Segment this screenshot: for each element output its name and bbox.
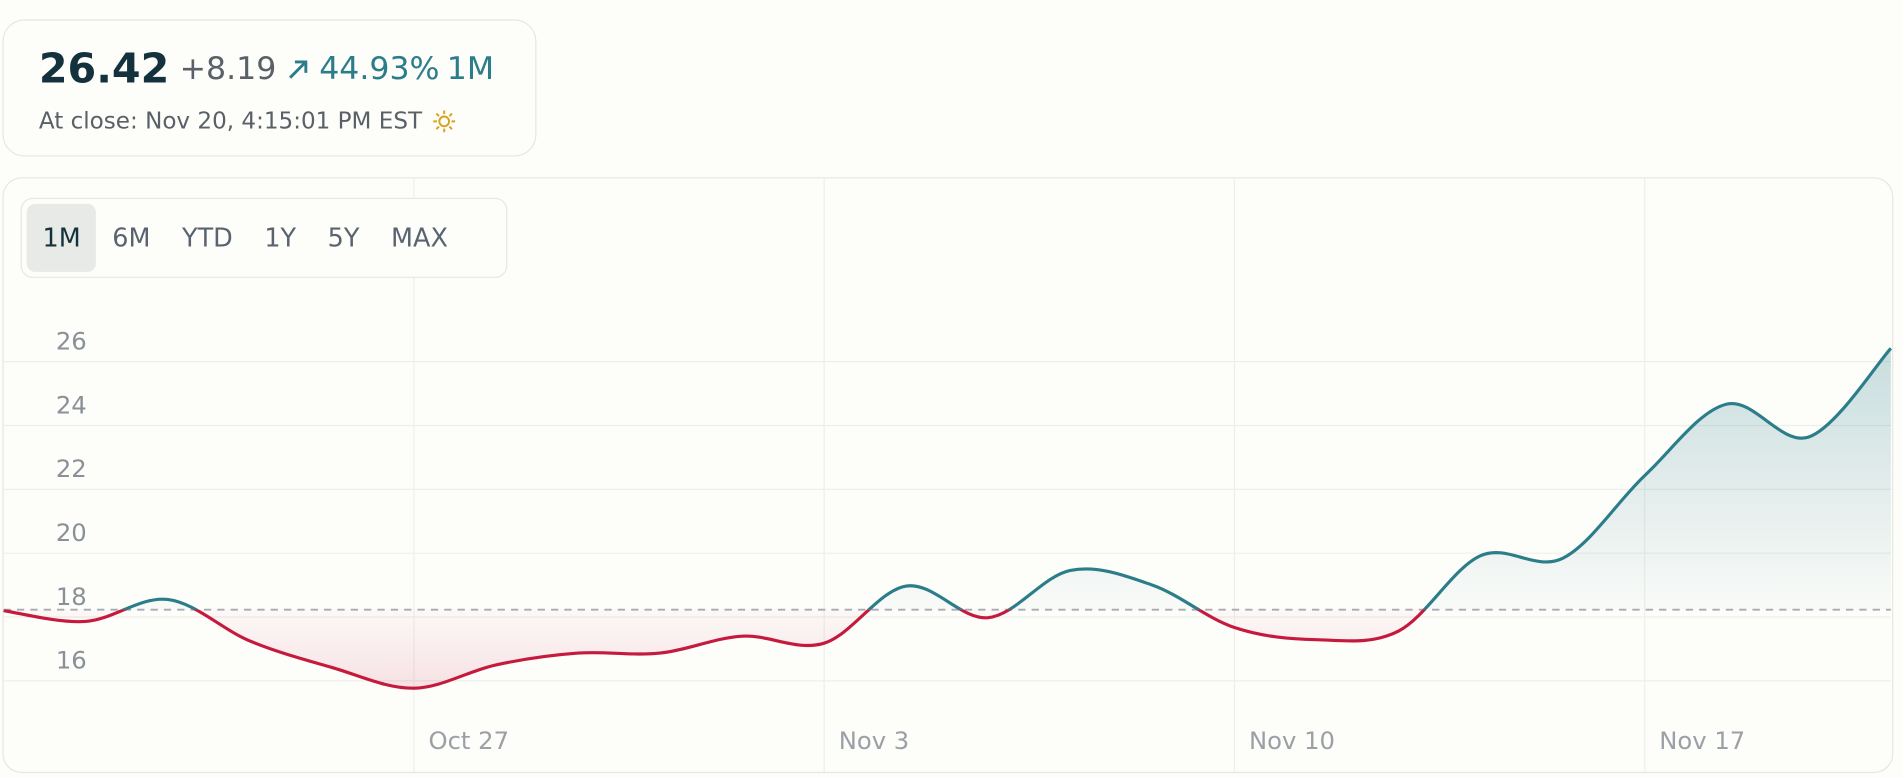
y-tick-label: 22 [56,454,87,483]
x-tick-label: Nov 3 [839,726,910,755]
change: +8.19 [179,50,277,88]
quote-card: 26.42 +8.19 44.93% 1M At close: Nov 20, … [2,19,537,157]
range-button[interactable]: 1M [26,203,97,272]
period: 1M [446,50,495,88]
x-tick-label: Nov 17 [1659,726,1745,755]
close-text: At close: Nov 20, 4:15:01 PM EST [38,108,423,135]
close-info: At close: Nov 20, 4:15:01 PM EST [39,108,456,135]
x-tick-label: Oct 27 [428,726,509,755]
y-tick-label: 18 [56,582,87,611]
sun-icon [432,110,455,133]
range-button[interactable]: 5Y [327,223,360,253]
change-percent-group: 44.93% 1M [285,51,494,87]
price: 26.42 [38,44,170,94]
y-tick-label: 24 [56,390,87,419]
range-button[interactable]: 1Y [264,223,297,253]
y-tick-label: 20 [56,518,87,547]
range-button[interactable]: MAX [391,223,448,253]
range-button[interactable]: 6M [112,223,151,253]
area-down [3,609,1425,689]
range-button[interactable]: YTD [182,223,233,253]
y-tick-label: 16 [56,646,87,675]
y-tick-label: 26 [56,327,87,356]
area-up [3,348,1891,610]
line-down [3,609,1427,690]
range-selector: 1M 6M YTD 1Y 5Y MAX [20,197,508,278]
line-up [3,347,1893,610]
x-tick-label: Nov 10 [1249,726,1335,755]
change-percent: 44.93% [319,50,440,88]
arrow-icon [289,60,308,79]
